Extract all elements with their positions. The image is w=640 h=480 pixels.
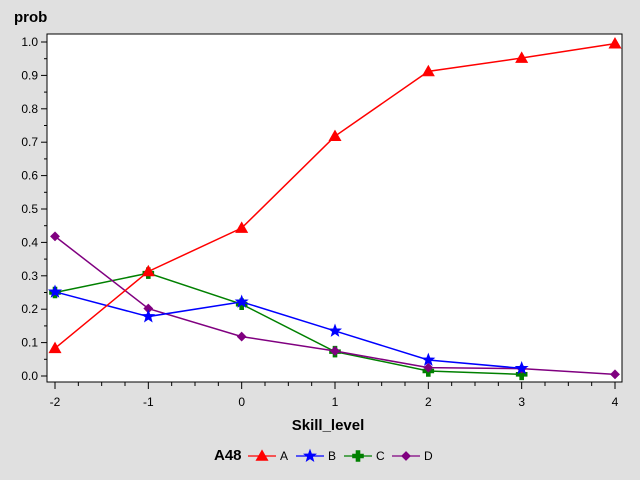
data-point — [141, 264, 155, 277]
y-tick-label: 0.4 — [21, 235, 38, 249]
x-axis-title: Skill_level — [292, 417, 365, 434]
y-tick-label: 0.5 — [21, 202, 38, 216]
legend-marker — [352, 450, 364, 462]
data-point — [235, 221, 249, 233]
legend-item-c: C — [344, 449, 385, 463]
data-point — [421, 64, 435, 77]
series-layer — [47, 37, 622, 381]
x-tick-label: -2 — [50, 395, 61, 409]
y-tick-label: 0.8 — [21, 102, 38, 116]
series-line-b — [54, 291, 522, 370]
y-tick-label: 1.0 — [21, 35, 38, 49]
data-point — [608, 37, 622, 49]
legend-marker — [401, 451, 411, 461]
data-point — [514, 360, 529, 375]
legend-item-b: B — [296, 448, 336, 463]
plot-area — [46, 33, 623, 383]
data-point — [515, 51, 529, 63]
x-tick-label: -1 — [143, 395, 154, 409]
legend-label: D — [424, 449, 433, 463]
x-tick-label: 4 — [612, 395, 619, 409]
legend-label: A — [280, 449, 288, 463]
data-point — [48, 341, 62, 354]
legend-label: B — [328, 449, 336, 463]
data-point — [47, 284, 63, 298]
legend: A48 A B C D — [214, 447, 433, 464]
legend-title: A48 — [214, 447, 242, 464]
data-point — [421, 352, 436, 366]
data-point — [141, 309, 156, 323]
y-tick-label: 0.9 — [21, 68, 38, 82]
y-tick-label: 0.7 — [21, 135, 38, 149]
data-point — [236, 331, 247, 342]
x-tick-label: 1 — [332, 395, 339, 409]
legend-marker — [302, 448, 318, 462]
x-tick-label: 0 — [238, 395, 245, 409]
data-point — [330, 346, 340, 356]
series-b — [47, 284, 529, 375]
legend-item-d: D — [392, 449, 433, 463]
y-axis-title: prob — [14, 9, 47, 26]
data-point — [234, 294, 249, 308]
series-a — [48, 37, 622, 354]
axes: 0.0 0.1 0.2 0.3 0.4 0.5 0.6 0.7 0.8 0.9 1.0 -2 -1 0 1 2… — [21, 35, 618, 409]
data-point — [50, 231, 60, 242]
x-tick-label: 3 — [518, 395, 525, 409]
data-point — [328, 129, 342, 141]
series-line-c — [54, 272, 522, 376]
legend-label: C — [376, 449, 385, 463]
y-tick-label: 0.2 — [21, 302, 38, 316]
y-tick-label: 0.1 — [21, 336, 38, 350]
y-tick-label: 0.6 — [21, 169, 38, 183]
y-tick-label: 0.0 — [21, 369, 38, 383]
legend-marker — [255, 449, 269, 461]
data-point — [327, 323, 343, 337]
legend-item-a: A — [248, 449, 288, 463]
y-tick-label: 0.3 — [21, 269, 38, 283]
data-point — [610, 369, 620, 380]
data-point — [423, 362, 434, 373]
x-tick-label: 2 — [425, 395, 432, 409]
